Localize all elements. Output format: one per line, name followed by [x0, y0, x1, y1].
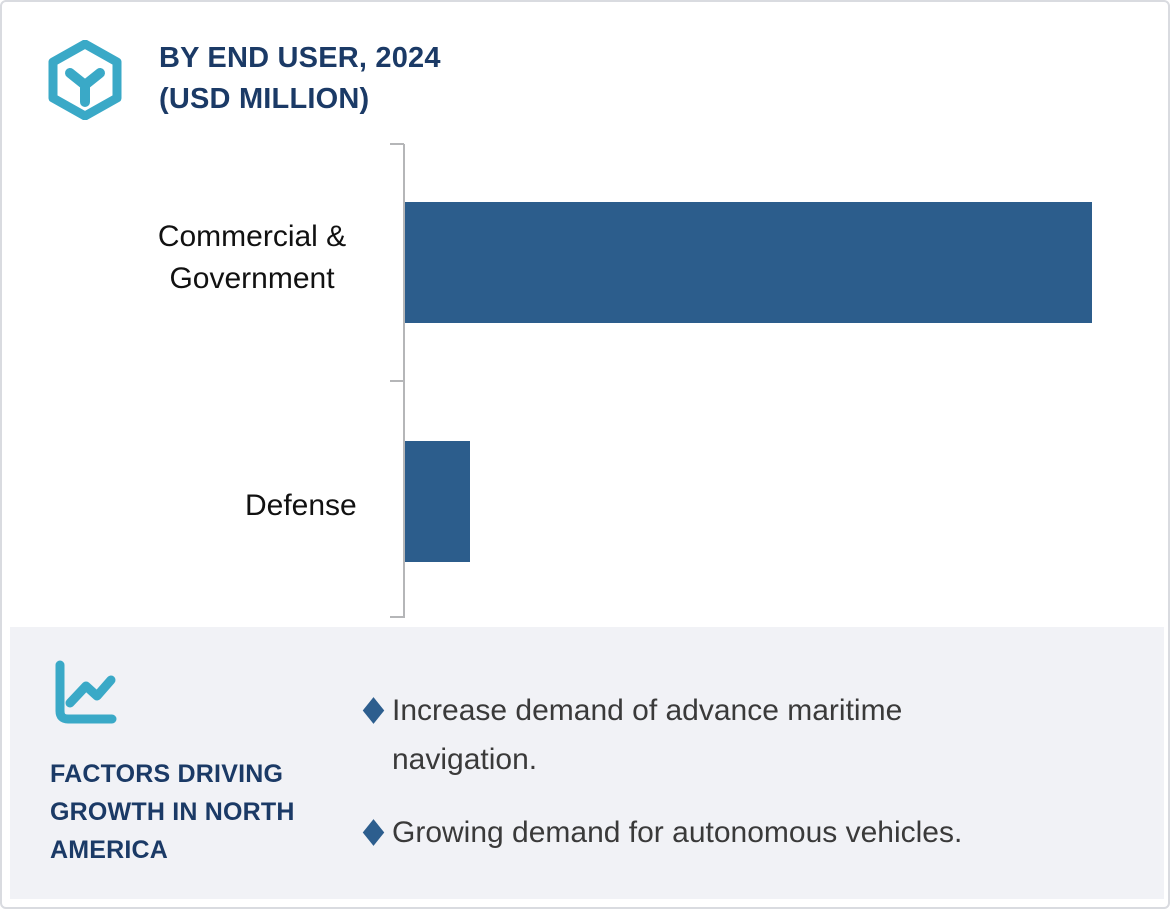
axis-tick [390, 616, 404, 618]
factors-heading: FACTORS DRIVING GROWTH IN NORTH AMERICA [50, 760, 295, 864]
factor-bullet-item: Increase demand of advance maritime navi… [362, 686, 1012, 784]
factor-bullet-text: Growing demand for autonomous vehicles. [392, 816, 963, 849]
category-label-defense: Defense [245, 489, 357, 522]
diamond-bullet-icon [362, 819, 385, 846]
hexagon-cube-icon [48, 40, 122, 120]
axis-tick [390, 143, 404, 145]
bar-defense [405, 441, 470, 562]
factors-panel: FACTORS DRIVING GROWTH IN NORTH AMERICA … [10, 627, 1164, 899]
bar-commercial-government [405, 202, 1092, 323]
axis-tick [390, 380, 404, 382]
category-axis-line [403, 144, 405, 618]
chart-title-line2: (USD MILLION) [159, 83, 370, 115]
factor-bullet-item: Growing demand for autonomous vehicles. [362, 808, 963, 857]
chart-title: BY END USER, 2024 (USD MILLION) [159, 38, 441, 120]
category-label-commercial-government: Commercial & Government [157, 220, 347, 295]
line-chart-icon [55, 660, 117, 724]
factor-bullet-text: Increase demand of advance maritime navi… [392, 694, 903, 776]
chart-title-line1: BY END USER, 2024 [159, 42, 441, 74]
diamond-bullet-icon [362, 697, 385, 724]
